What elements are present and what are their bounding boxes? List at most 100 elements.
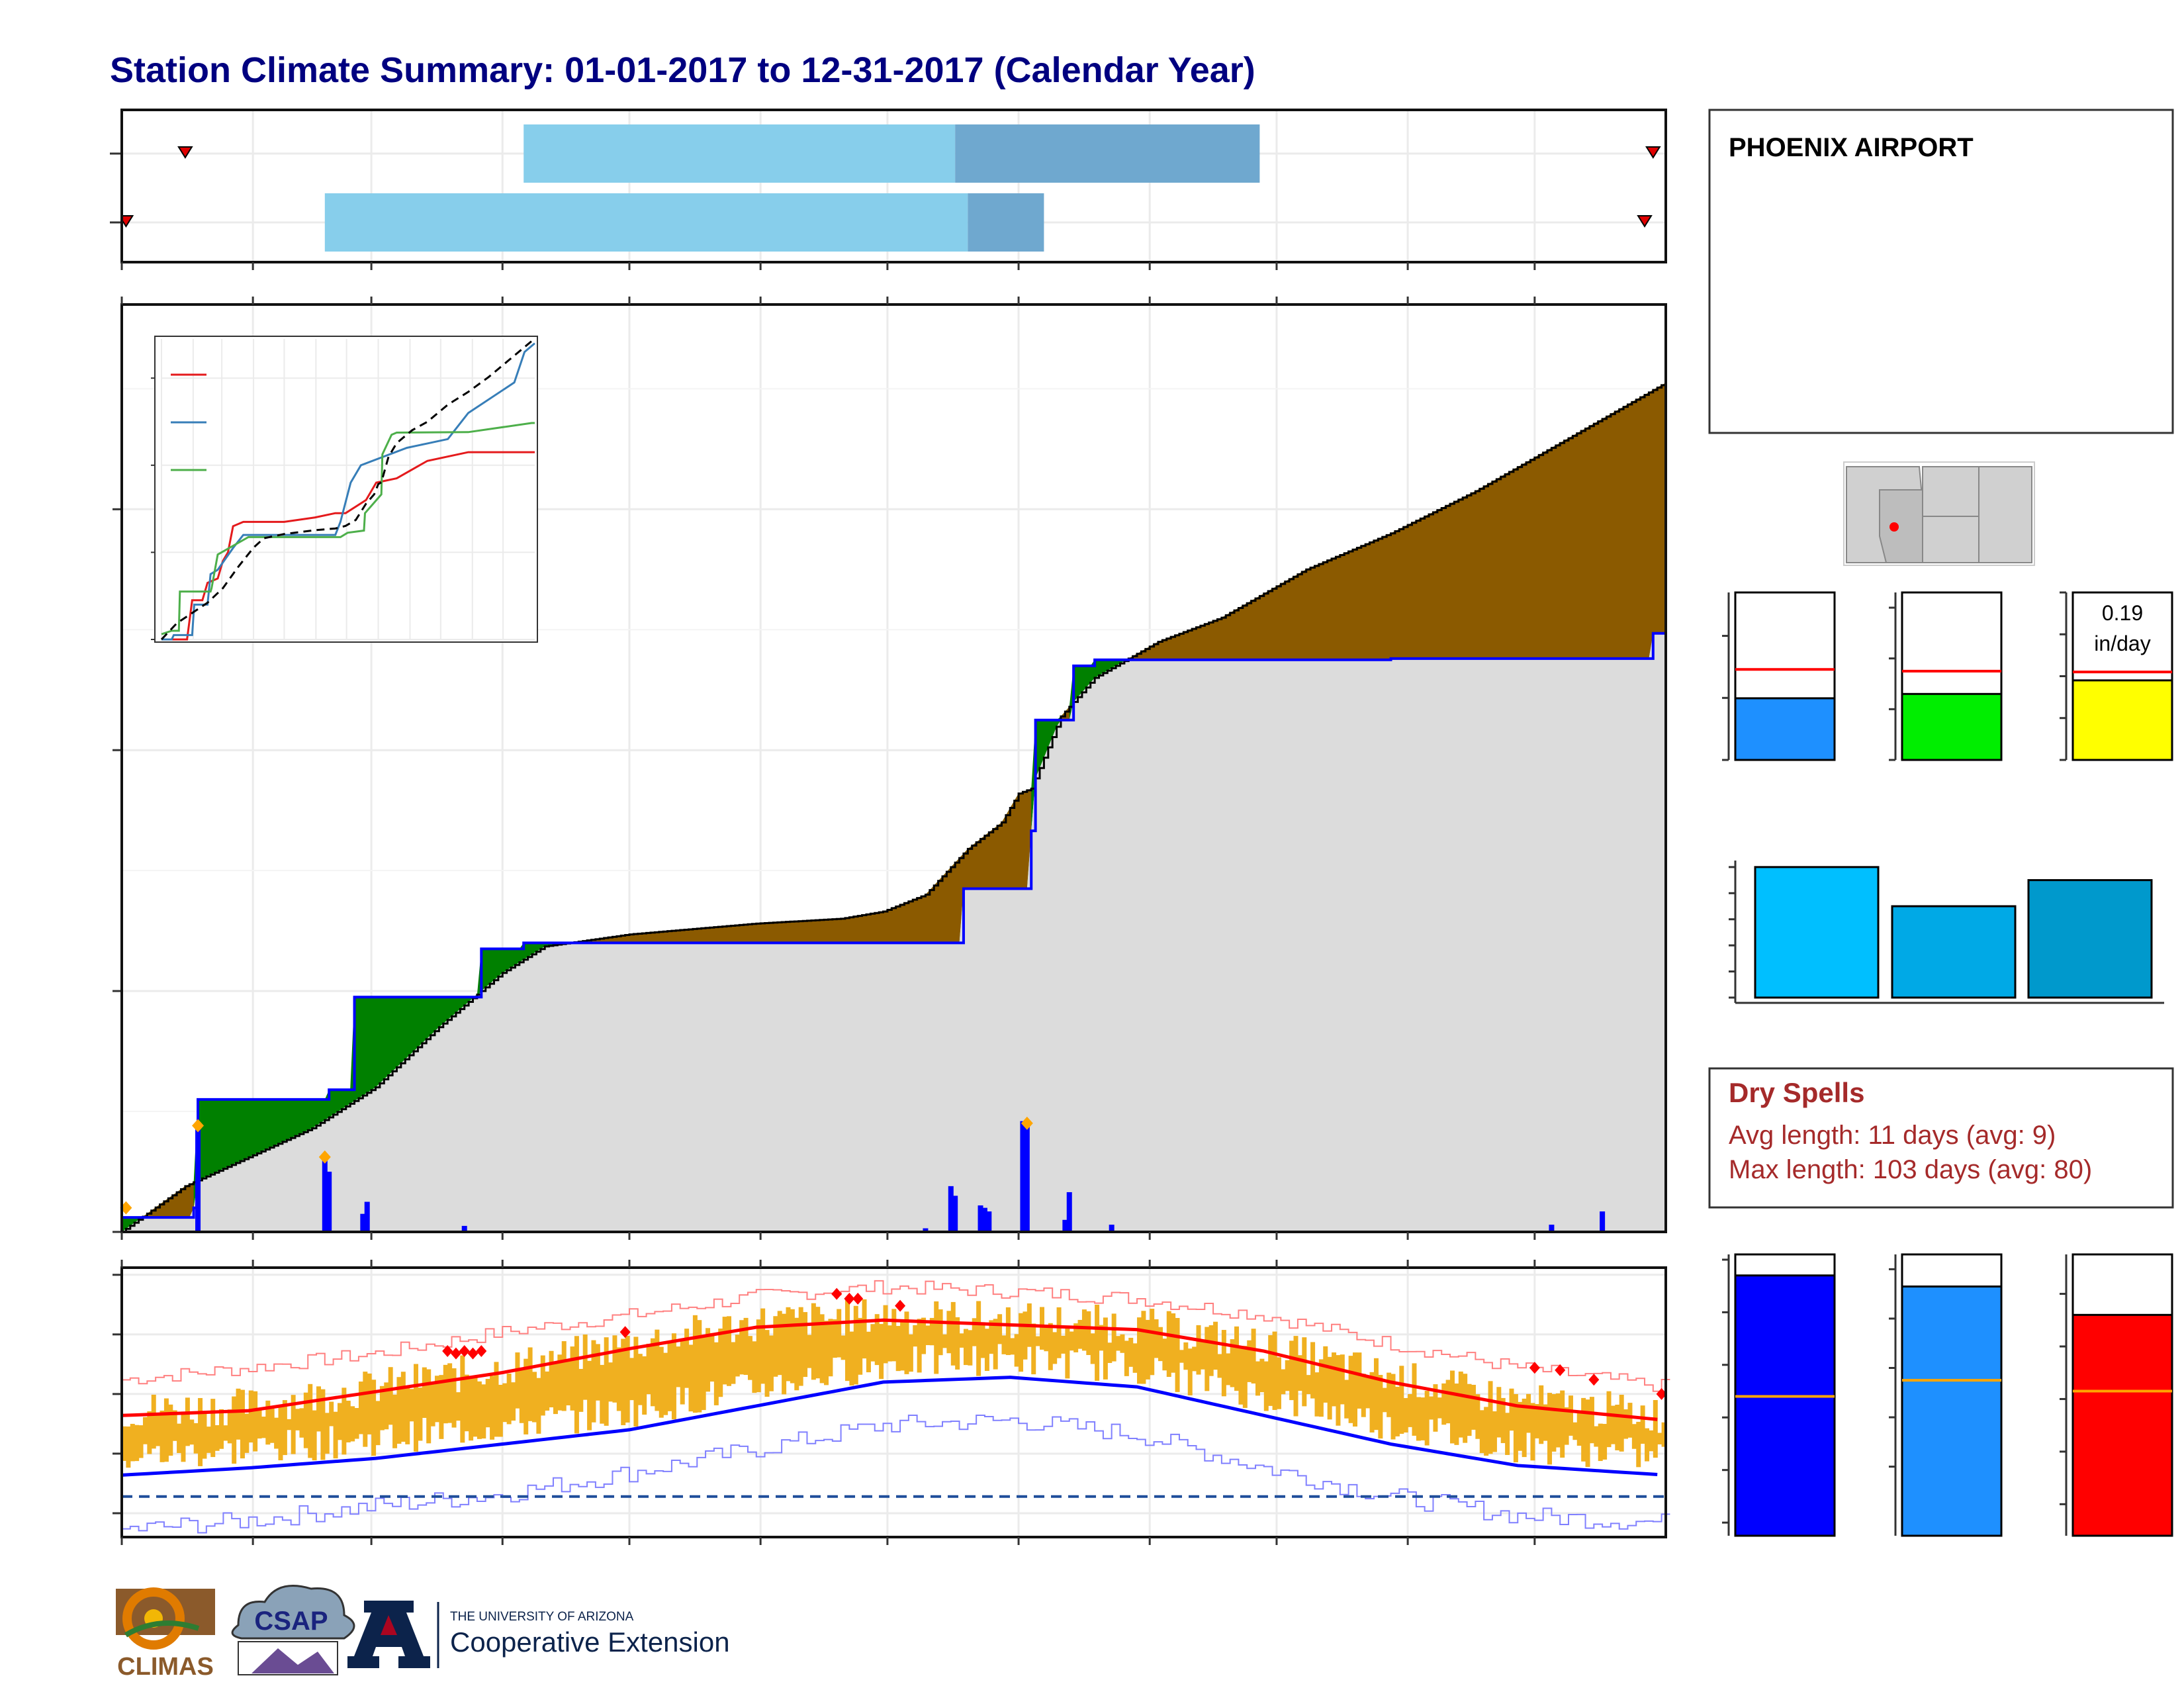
- daily-temp-bar: [680, 1340, 685, 1405]
- daily-temp-bar: [324, 1413, 330, 1454]
- inset-line-1968: [161, 342, 535, 641]
- daily-temp-bar: [1412, 1363, 1417, 1436]
- daily-temp-bar: [1124, 1340, 1129, 1376]
- record-high-marker: [619, 1326, 631, 1338]
- daily-temp-bar: [1539, 1385, 1544, 1444]
- daily-temp-bar: [1107, 1342, 1113, 1364]
- record-high-marker: [1555, 1364, 1566, 1376]
- daily-temp-bar: [1394, 1386, 1400, 1436]
- daily-temp-bar: [701, 1335, 706, 1411]
- daily-precip-bar: [978, 1205, 983, 1232]
- daily-temp-bar: [202, 1411, 207, 1459]
- daily-temp-bar: [1496, 1387, 1502, 1438]
- daily-temp-bar: [1572, 1422, 1578, 1440]
- daily-temp-bar: [764, 1330, 770, 1397]
- daily-temp-bar: [1606, 1391, 1612, 1448]
- daily-temp-bar: [473, 1378, 478, 1437]
- daily-temp-bar: [185, 1397, 190, 1446]
- daily-temp-bar: [172, 1410, 177, 1441]
- daily-temp-bar: [676, 1346, 681, 1387]
- daily-temp-bar: [523, 1358, 529, 1434]
- daily-temp-bar: [1052, 1332, 1058, 1364]
- daily-temp-bar: [1285, 1360, 1290, 1391]
- daily-temp-bar: [253, 1391, 258, 1452]
- daily-temp-bar: [1289, 1340, 1295, 1401]
- daily-temp-bar: [1568, 1395, 1573, 1436]
- record-high-marker: [1656, 1387, 1667, 1400]
- daily-temp-bar: [1610, 1405, 1615, 1444]
- daily-precip-bar: [364, 1201, 370, 1232]
- daily-temp-bar: [1081, 1309, 1087, 1351]
- daily-temp-bar: [464, 1374, 469, 1432]
- daily-temp-bar: [1192, 1346, 1197, 1372]
- daily-temp-bar: [227, 1409, 232, 1444]
- daily-temp-bar: [532, 1372, 537, 1423]
- daily-temp-bar: [1208, 1325, 1214, 1376]
- daily-temp-bar: [1547, 1393, 1553, 1465]
- daily-temp-bar: [917, 1319, 922, 1373]
- daily-temp-bar: [1344, 1380, 1349, 1419]
- daily-temp-bar: [616, 1347, 621, 1411]
- daily-precip-bar: [1109, 1225, 1115, 1232]
- daily-temp-bar: [815, 1307, 821, 1379]
- daily-temp-bar: [895, 1326, 901, 1372]
- daily-temp-bar: [1010, 1338, 1015, 1355]
- daily-temp-bar: [1408, 1393, 1413, 1427]
- daily-temp-bar: [1458, 1371, 1463, 1438]
- daily-temp-bar: [1429, 1396, 1434, 1420]
- daily-temp-bar: [1234, 1326, 1240, 1391]
- station-location-marker: [1889, 522, 1899, 532]
- daily-temp-bar: [768, 1335, 774, 1391]
- record-high-marker: [459, 1345, 470, 1358]
- inset-line-2017: [161, 422, 535, 635]
- daily-temp-bar: [798, 1307, 803, 1386]
- page-title: Station Climate Summary: 01-01-2017 to 1…: [110, 50, 1255, 90]
- daily-temp-bar: [718, 1328, 723, 1397]
- daily-temp-bar: [1555, 1393, 1561, 1448]
- daily-temp-bar: [1467, 1383, 1472, 1436]
- daily-temp-bar: [655, 1329, 660, 1411]
- daily-temp-bar: [942, 1334, 947, 1348]
- observed-cumulative-line: [122, 632, 1666, 1219]
- daily-temp-bar: [358, 1382, 363, 1434]
- daily-temp-bar: [345, 1401, 351, 1442]
- daily-temp-bar: [997, 1314, 1003, 1344]
- daily-temp-bar: [223, 1425, 228, 1441]
- temp-bar-value: [1901, 1285, 2003, 1537]
- daily-temp-bar: [1001, 1335, 1007, 1354]
- max-daily-marker: [1021, 1116, 1033, 1130]
- daily-temp-bar: [1437, 1397, 1442, 1419]
- daily-temp-bar: [341, 1387, 347, 1455]
- daily-temp-bar: [1099, 1325, 1104, 1351]
- daily-temp-bar: [756, 1319, 761, 1393]
- daily-temp-bar: [1221, 1330, 1226, 1397]
- daily-temp-bar: [1619, 1395, 1624, 1452]
- arizona-shape: [1879, 489, 1923, 563]
- daily-temp-bar: [828, 1319, 833, 1377]
- daily-temp-bar: [1213, 1321, 1218, 1370]
- daily-temp-bar: [405, 1386, 410, 1444]
- daily-precip-bar: [1020, 1121, 1026, 1232]
- daily-temp-bar: [257, 1409, 262, 1439]
- daily-temp-bar: [418, 1387, 423, 1441]
- daily-temp-bar: [1005, 1307, 1011, 1356]
- daily-temp-bar: [1044, 1325, 1049, 1352]
- record-high-marker: [831, 1288, 842, 1300]
- daily-temp-bar: [659, 1346, 664, 1418]
- daily-temp-bar: [1310, 1342, 1316, 1399]
- daily-temp-bar: [604, 1337, 609, 1426]
- daily-temp-bar: [938, 1309, 943, 1356]
- daily-precip-bar: [1024, 1125, 1030, 1232]
- daily-temp-bar: [337, 1403, 342, 1440]
- daily-temp-bar: [422, 1367, 427, 1418]
- daily-temp-bar: [727, 1316, 732, 1386]
- station-name: PHOENIX AIRPORT: [1729, 133, 1974, 162]
- daily-temp-bar: [414, 1364, 419, 1452]
- daily-temp-bar: [824, 1321, 829, 1385]
- below-average-area: [1128, 383, 1666, 660]
- climas-logo: CLIMAS: [116, 1587, 215, 1681]
- daily-precip-bar: [461, 1225, 467, 1232]
- daily-temp-bar: [291, 1395, 296, 1454]
- daily-temp-bar: [519, 1368, 524, 1423]
- daily-temp-bar: [1543, 1404, 1548, 1441]
